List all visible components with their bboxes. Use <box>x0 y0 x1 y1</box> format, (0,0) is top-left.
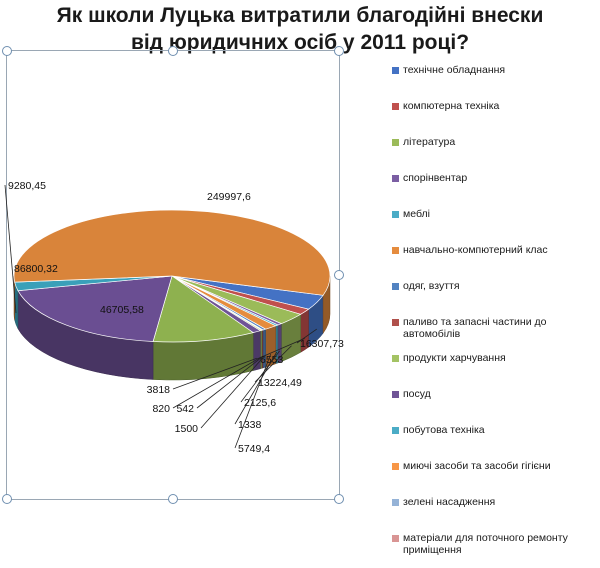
pie-leader-line-12 <box>4 184 17 314</box>
legend-swatch <box>392 391 399 398</box>
legend-swatch <box>392 355 399 362</box>
legend-label: технічне обладнання <box>403 64 506 76</box>
pie-leader-line-9 <box>172 357 257 390</box>
pie-side-walls <box>13 275 331 381</box>
pie-data-label-8: 820 <box>152 403 170 415</box>
legend-item: навчально-компютерний клас <box>392 244 598 280</box>
legend-item: компютерна техніка <box>392 100 598 136</box>
resize-handle-bottom-middle[interactable] <box>168 494 178 504</box>
resize-handle-bottom-right[interactable] <box>334 494 344 504</box>
legend-swatch <box>392 67 399 74</box>
pie-data-label-4: 1338 <box>238 419 262 431</box>
chart-title-line-1: Як школи Луцька витратили благодійні вне… <box>56 4 544 27</box>
pie-leader-line-7 <box>196 356 263 409</box>
chart-title-line-2: від юридичних осіб у 2011 році? <box>130 31 470 54</box>
legend-label: паливо та запасні частини до автомобілів <box>403 316 547 340</box>
legend-label: спорінвентар <box>403 172 468 184</box>
legend-label: продукти харчування <box>403 352 506 364</box>
legend-label: навчально-компютерний клас <box>403 244 548 256</box>
legend-item: технічне обладнання <box>392 64 598 100</box>
legend-item: зелені насадження <box>392 496 598 532</box>
legend-label: компютерна техніка <box>403 100 500 112</box>
resize-handle-top-right[interactable] <box>334 46 344 56</box>
legend-swatch <box>392 139 399 146</box>
pie-leader-line-3 <box>240 350 280 403</box>
pie-data-label-6: 1500 <box>175 423 199 435</box>
pie-data-label-3: 2125,6 <box>244 397 276 409</box>
legend-item: матеріали для поточного ремонту приміщен… <box>392 532 598 568</box>
legend-swatch <box>392 211 399 218</box>
pie-leader-line-5 <box>234 353 272 449</box>
pie-leader-line-8 <box>172 356 262 409</box>
chart-legend: технічне обладнання компютерна техніка літ… <box>392 64 598 568</box>
legend-swatch <box>392 103 399 110</box>
pie-data-label-11: 86800,32 <box>14 263 58 275</box>
legend-item: одяг, взуття <box>392 280 598 316</box>
legend-label: посуд <box>403 388 431 400</box>
pie-slice-10 <box>152 275 255 343</box>
pie-leader-line-6 <box>200 355 265 429</box>
resize-handle-top-middle[interactable] <box>168 46 178 56</box>
pie-data-label-13: 249997,6 <box>207 191 251 203</box>
legend-label: миючі засоби та засоби гігієни <box>403 460 551 472</box>
legend-label: література <box>403 136 456 148</box>
legend-swatch <box>392 175 399 182</box>
legend-item: побутова техніка <box>392 424 598 460</box>
resize-handle-top-left[interactable] <box>2 46 12 56</box>
legend-item: паливо та запасні частини до автомобілів <box>392 316 598 352</box>
pie-slice-11 <box>17 275 173 342</box>
pie-leader-line-4 <box>234 351 278 425</box>
legend-item: література <box>392 136 598 172</box>
legend-label: одяг, взуття <box>403 280 460 292</box>
pie-data-label-9: 3818 <box>147 384 171 396</box>
legend-item: меблі <box>392 208 598 244</box>
pie-data-label-0: 16307,73 <box>300 338 344 350</box>
pie-leader-line-1 <box>256 338 305 360</box>
legend-label: матеріали для поточного ремонту приміщен… <box>403 532 568 556</box>
pie-data-label-12: 9280,45 <box>8 180 46 192</box>
resize-handle-bottom-left[interactable] <box>2 494 12 504</box>
legend-item: миючі засоби та засоби гігієни <box>392 460 598 496</box>
legend-swatch <box>392 283 399 290</box>
pie-data-labels: 16307,73655313224,492125,613385749,41500… <box>4 180 344 455</box>
legend-item: продукти харчування <box>392 352 598 388</box>
legend-label: зелені насадження <box>403 496 496 508</box>
legend-item: спорінвентар <box>392 172 598 208</box>
resize-handle-middle-right[interactable] <box>334 270 344 280</box>
legend-swatch <box>392 427 399 434</box>
pie-data-label-7: 542 <box>176 403 194 415</box>
legend-swatch <box>392 499 399 506</box>
pie-data-label-2: 13224,49 <box>258 377 302 389</box>
legend-swatch <box>392 535 399 542</box>
chart-title: Як школи Луцька витратили благодійні вне… <box>0 2 600 56</box>
pie-slice-13 <box>13 209 331 296</box>
legend-swatch <box>392 247 399 254</box>
legend-label: меблі <box>403 208 430 220</box>
legend-swatch <box>392 463 399 470</box>
legend-swatch <box>392 319 399 326</box>
pie-data-label-10: 46705,58 <box>100 304 144 316</box>
legend-item: посуд <box>392 388 598 424</box>
legend-label: побутова техніка <box>403 424 485 436</box>
pie-top-faces <box>13 209 331 343</box>
pie-data-label-5: 5749,4 <box>238 443 270 455</box>
